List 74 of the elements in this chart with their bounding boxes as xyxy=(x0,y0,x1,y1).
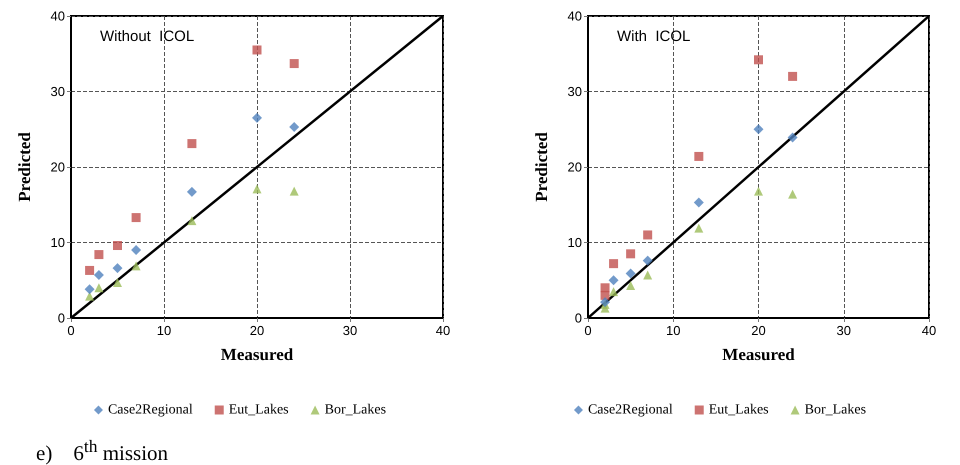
point xyxy=(84,284,95,294)
point xyxy=(600,290,610,300)
x-tick-label: 20 xyxy=(250,323,264,338)
legend-label: Eut_Lakes xyxy=(228,402,289,418)
point xyxy=(94,283,104,292)
y-axis-title: Predicted xyxy=(15,132,34,202)
legend-label: Case2Regional xyxy=(108,402,193,418)
point xyxy=(609,287,618,296)
point xyxy=(788,132,798,143)
point xyxy=(85,292,94,301)
point xyxy=(252,184,262,194)
y-tick-label: 20 xyxy=(50,160,65,174)
point xyxy=(289,122,300,132)
point xyxy=(788,190,798,199)
point xyxy=(132,213,141,222)
point xyxy=(94,270,104,280)
point xyxy=(643,270,652,280)
x-axis-title: Measured xyxy=(220,345,294,364)
point xyxy=(113,278,122,288)
point xyxy=(290,59,299,68)
text: Without ICOL xyxy=(100,28,194,45)
point xyxy=(94,250,104,260)
x-tick-label: 30 xyxy=(836,323,851,338)
y-tick-label: 40 xyxy=(568,8,582,24)
y-tick-label: 30 xyxy=(50,84,65,99)
x-tick-label: 40 xyxy=(922,323,936,338)
point xyxy=(694,152,704,161)
point xyxy=(754,55,763,64)
legend-label: Eut_Lakes xyxy=(708,402,769,418)
point xyxy=(694,224,704,233)
point xyxy=(252,112,262,123)
y-tick-label: 0 xyxy=(58,310,65,326)
legend-label: Case2Regional xyxy=(588,402,673,418)
point xyxy=(186,186,197,197)
x-tick-label: 0 xyxy=(584,323,592,338)
legend-label: Bor_Lakes xyxy=(324,402,386,418)
point xyxy=(113,241,122,250)
x-axis-title: Measured xyxy=(722,345,796,364)
y-tick-label: 30 xyxy=(568,84,582,99)
x-tick-label: 20 xyxy=(751,323,766,338)
y-tick-label: 20 xyxy=(568,160,582,174)
text: e) 6$^{th}$ mission xyxy=(36,436,168,465)
point xyxy=(600,297,610,308)
point xyxy=(85,266,94,275)
y-tick-label: 40 xyxy=(50,8,65,24)
point xyxy=(626,249,636,258)
x-tick-label: 0 xyxy=(67,323,75,338)
point xyxy=(626,281,636,290)
point xyxy=(187,139,196,148)
y-axis-title: Predicted xyxy=(532,132,551,202)
point xyxy=(252,45,262,54)
point xyxy=(694,197,704,208)
point xyxy=(754,124,764,134)
legend-label: Bor_Lakes xyxy=(804,402,866,418)
point xyxy=(643,230,652,240)
x-tick-label: 10 xyxy=(666,323,680,338)
point xyxy=(754,186,763,196)
x-tick-label: 30 xyxy=(342,323,358,338)
point xyxy=(112,263,122,274)
point xyxy=(609,259,618,268)
point xyxy=(132,261,141,270)
x-tick-label: 40 xyxy=(436,323,450,338)
point xyxy=(608,275,619,286)
point xyxy=(642,256,653,266)
y-tick-label: 10 xyxy=(50,235,65,250)
point xyxy=(131,245,142,256)
point xyxy=(290,186,299,196)
point xyxy=(187,216,196,226)
text: With ICOL xyxy=(617,28,690,45)
y-tick-label: 10 xyxy=(568,235,582,250)
point xyxy=(788,72,798,81)
x-tick-label: 10 xyxy=(156,323,172,338)
point xyxy=(626,268,636,278)
y-tick-label: 0 xyxy=(574,310,582,326)
